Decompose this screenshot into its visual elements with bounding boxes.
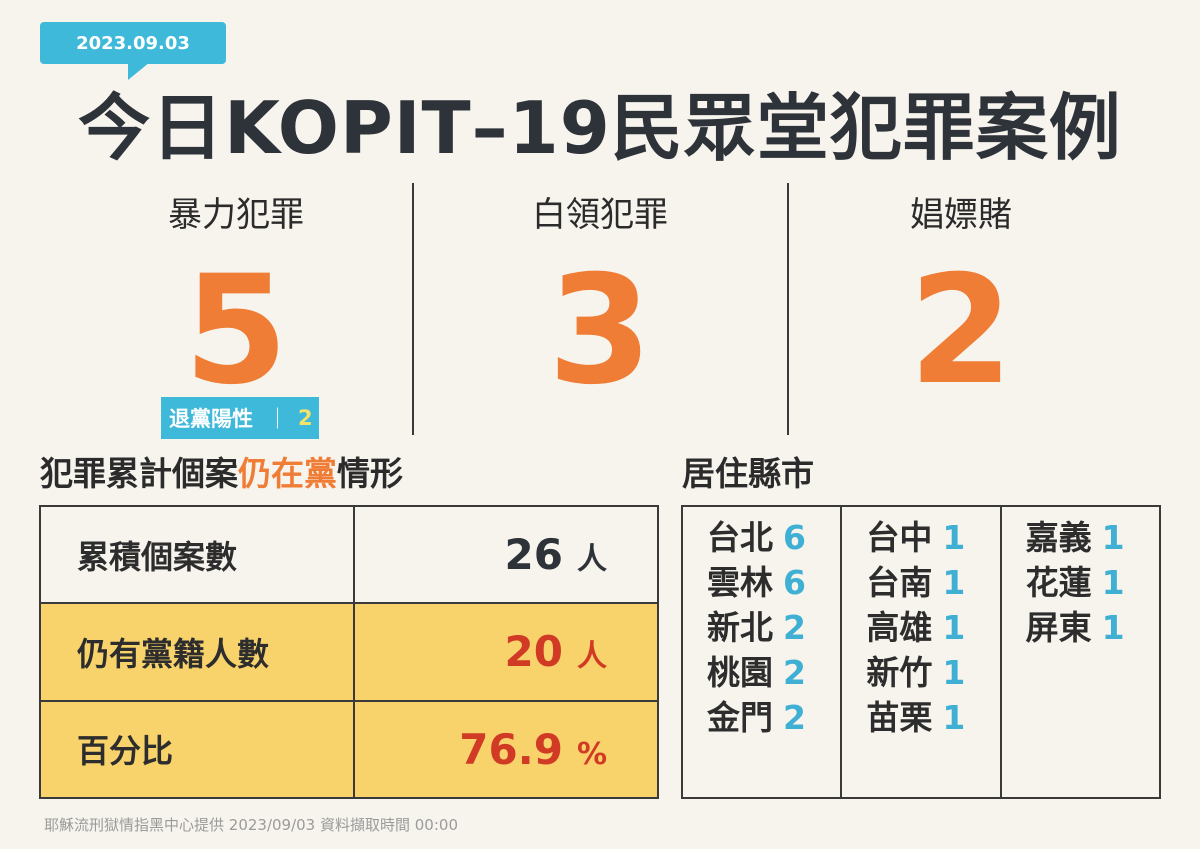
- list-item: 苗栗 1: [842, 695, 999, 740]
- city-name: 金門: [707, 698, 773, 737]
- column-divider: [787, 183, 789, 435]
- category-label: 娼嫖賭: [910, 195, 1012, 235]
- category-count: 3: [547, 244, 653, 418]
- source-footer: 耶穌流刑獄情指黑中心提供 2023/09/03 資料擷取時間 00:00: [44, 816, 458, 834]
- list-item: 金門 2: [683, 695, 840, 740]
- heading-part: 情形: [337, 454, 403, 493]
- city-count: 1: [942, 608, 966, 647]
- page-title: 今日KOPIT–19民眾堂犯罪案例: [78, 86, 1122, 170]
- list-item: 雲林 6: [683, 560, 840, 605]
- category-label: 白領犯罪: [532, 195, 668, 235]
- category-label: 暴力犯罪: [168, 195, 304, 235]
- city-count: 1: [942, 653, 966, 692]
- city-name: 新竹: [866, 653, 933, 692]
- badge-label: 退黨陽性: [169, 407, 253, 431]
- city-name: 新北: [707, 608, 773, 647]
- city-name: 桃園: [707, 653, 773, 692]
- table-row: 百分比 76.9%: [39, 699, 659, 800]
- list-item: 屏東 1: [1002, 605, 1159, 650]
- city-name: 雲林: [707, 563, 773, 602]
- badge-value: 2: [298, 406, 313, 430]
- list-item: 台北 6: [683, 515, 840, 560]
- stat-value: 20: [504, 627, 563, 677]
- stat-unit: 人: [577, 542, 607, 578]
- city-count: 1: [1101, 563, 1125, 602]
- stat-unit: 人: [577, 639, 607, 675]
- stat-value-cell: 26 人: [353, 504, 659, 605]
- heading-highlight: 仍在黨: [238, 454, 337, 493]
- city-count: 1: [942, 698, 966, 737]
- heading-part: 犯罪累計個案: [40, 454, 238, 493]
- city-name: 台南: [866, 563, 933, 602]
- stat-unit: %: [576, 736, 607, 772]
- list-item: 花蓮 1: [1002, 560, 1159, 605]
- list-item: 新北 2: [683, 605, 840, 650]
- list-item: 嘉義 1: [1002, 515, 1159, 560]
- city-name: 台北: [707, 518, 773, 557]
- city-count: 2: [783, 698, 806, 737]
- list-item: 高雄 1: [842, 605, 999, 650]
- city-name: 苗栗: [866, 698, 933, 737]
- stat-label: 累積個案數: [39, 504, 355, 605]
- list-item: 桃園 2: [683, 650, 840, 695]
- stat-label: 仍有黨籍人數: [39, 602, 355, 702]
- withdrawal-positive-badge: 退黨陽性 ｜ 2: [161, 397, 319, 439]
- city-count: 1: [1101, 518, 1125, 557]
- list-item: 新竹 1: [842, 650, 999, 695]
- city-count: 2: [783, 653, 806, 692]
- stat-value-cell: 76.9%: [353, 699, 659, 800]
- stat-value-cell: 20 人: [353, 602, 659, 702]
- category-count: 5: [183, 244, 289, 418]
- city-name: 花蓮: [1025, 563, 1092, 602]
- list-item: 台中 1: [842, 515, 999, 560]
- city-count: 6: [783, 518, 806, 557]
- city-count: 2: [783, 608, 806, 647]
- date-badge: 2023.09.03: [40, 22, 226, 80]
- city-count: 6: [783, 563, 806, 602]
- stats-table: 累積個案數 26 人 仍有黨籍人數 20 人 百分比 76.9%: [39, 504, 659, 800]
- date-text: 2023.09.03: [76, 32, 190, 54]
- table-row: 累積個案數 26 人: [39, 504, 659, 605]
- stats-section-heading: 犯罪累計個案仍在黨情形: [40, 452, 403, 496]
- city-count: 1: [1101, 608, 1125, 647]
- residence-table: 台北 6 雲林 6 新北 2 桃園 2 金門 2 台中 1 台南 1 高雄 1 新竹 1 苗栗 1 …: [681, 505, 1161, 799]
- stat-value: 76.9: [459, 724, 563, 774]
- city-count: 1: [942, 518, 966, 557]
- city-name: 高雄: [866, 608, 933, 647]
- list-item: 台南 1: [842, 560, 999, 605]
- column-divider: [412, 183, 414, 435]
- stat-label: 百分比: [39, 699, 355, 800]
- city-name: 台中: [866, 518, 933, 557]
- residence-section-heading: 居住縣市: [682, 454, 814, 493]
- category-violent: 暴力犯罪 5: [76, 190, 396, 406]
- residence-column: 台北 6 雲林 6 新北 2 桃園 2 金門 2: [683, 507, 840, 797]
- city-name: 屏東: [1025, 608, 1092, 647]
- table-row: 仍有黨籍人數 20 人: [39, 602, 659, 702]
- badge-separator: ｜: [267, 407, 288, 431]
- stat-value: 26: [504, 530, 563, 580]
- city-count: 1: [942, 563, 966, 602]
- residence-column: 台中 1 台南 1 高雄 1 新竹 1 苗栗 1: [840, 507, 999, 797]
- city-name: 嘉義: [1025, 518, 1092, 557]
- residence-column: 嘉義 1 花蓮 1 屏東 1: [999, 507, 1159, 797]
- category-vice: 娼嫖賭 2: [801, 190, 1121, 406]
- category-white-collar: 白領犯罪 3: [440, 190, 760, 406]
- category-count: 2: [908, 244, 1014, 418]
